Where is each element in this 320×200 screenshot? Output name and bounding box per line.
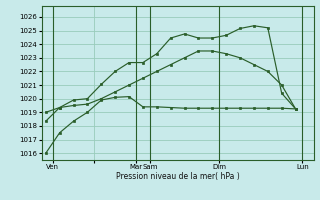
X-axis label: Pression niveau de la mer( hPa ): Pression niveau de la mer( hPa ) bbox=[116, 172, 239, 181]
